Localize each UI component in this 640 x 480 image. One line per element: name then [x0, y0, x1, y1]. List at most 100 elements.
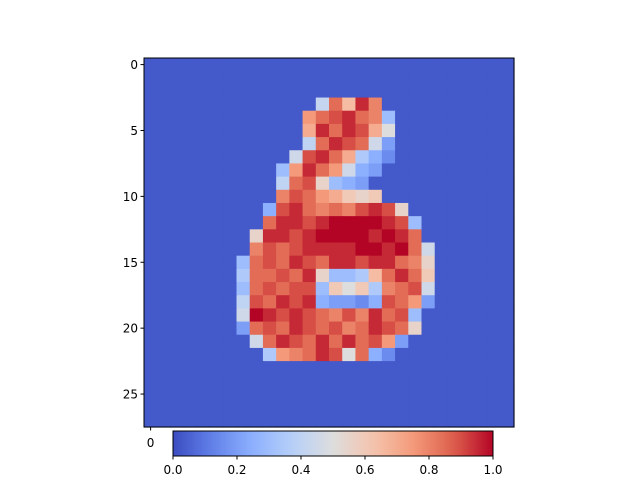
- heatmap-cell: [249, 137, 264, 151]
- heatmap-cell: [434, 387, 449, 402]
- heatmap-cell: [395, 176, 409, 191]
- heatmap-cell: [144, 58, 158, 72]
- heatmap-cell: [500, 58, 515, 72]
- heatmap-cell: [249, 163, 264, 178]
- heatmap-cell: [342, 321, 357, 336]
- heatmap-cell: [368, 58, 383, 72]
- heatmap-cell: [183, 255, 198, 270]
- heatmap-cell: [170, 97, 185, 112]
- heatmap-cell: [487, 374, 502, 389]
- heatmap-cell: [447, 216, 462, 230]
- heatmap-cell: [223, 163, 238, 178]
- heatmap-cell: [408, 58, 423, 72]
- heatmap-cell: [262, 255, 277, 270]
- heatmap-cell: [210, 361, 224, 375]
- heatmap-cell: [381, 282, 396, 296]
- heatmap-cell: [223, 97, 238, 112]
- heatmap-cell: [262, 176, 277, 191]
- heatmap-cell: [461, 229, 475, 244]
- heatmap-cell: [421, 255, 436, 270]
- heatmap-cell: [302, 150, 317, 165]
- heatmap-cell: [144, 176, 158, 191]
- heatmap-cell: [315, 163, 330, 178]
- heatmap-cell: [434, 334, 449, 349]
- heatmap-cell: [183, 189, 198, 204]
- heatmap-cell: [236, 176, 251, 191]
- heatmap-cell: [381, 242, 396, 257]
- heatmap-cell: [434, 216, 449, 230]
- heatmap-cell: [395, 282, 409, 296]
- heatmap-cell: [368, 361, 383, 375]
- heatmap-cell: [183, 361, 198, 375]
- heatmap-cell: [355, 282, 370, 296]
- heatmap-cell: [302, 58, 317, 72]
- heatmap-cell: [223, 413, 238, 428]
- heatmap-cell: [421, 387, 436, 402]
- heatmap-cell: [461, 216, 475, 230]
- heatmap-cell: [329, 71, 343, 85]
- heatmap-cell: [447, 84, 462, 99]
- heatmap-cell: [329, 321, 343, 336]
- heatmap-cell: [342, 123, 357, 138]
- heatmap-cell: [434, 110, 449, 125]
- heatmap-cell: [355, 321, 370, 336]
- heatmap-cell: [329, 202, 343, 217]
- heatmap-cell: [474, 347, 489, 362]
- heatmap-cell: [421, 295, 436, 309]
- heatmap-cell: [289, 413, 304, 428]
- heatmap-cell: [223, 202, 238, 217]
- heatmap-cell: [276, 229, 290, 244]
- heatmap-cell: [408, 413, 423, 428]
- heatmap-cell: [157, 58, 172, 72]
- heatmap-cell: [289, 308, 304, 323]
- heatmap-cell: [223, 71, 238, 85]
- heatmap-cell: [236, 71, 251, 85]
- heatmap-cell: [408, 321, 423, 336]
- heatmap-cell: [355, 110, 370, 125]
- heatmap-cell: [355, 387, 370, 402]
- heatmap-cell: [461, 361, 475, 375]
- heatmap-cell: [183, 216, 198, 230]
- heatmap-cell: [249, 268, 264, 283]
- heatmap-cell: [487, 58, 502, 72]
- heatmap-cell: [289, 123, 304, 138]
- heatmap-cell: [236, 97, 251, 112]
- heatmap-cell: [421, 150, 436, 165]
- heatmap-cell: [381, 202, 396, 217]
- heatmap-cell: [249, 334, 264, 349]
- heatmap-cell: [447, 255, 462, 270]
- heatmap-cell: [236, 202, 251, 217]
- heatmap-cell: [289, 361, 304, 375]
- heatmap-cell: [157, 229, 172, 244]
- heatmap-cell: [408, 97, 423, 112]
- heatmap-cell: [223, 58, 238, 72]
- colorbar-tick-label: 0.8: [419, 463, 438, 477]
- heatmap-cell: [408, 400, 423, 415]
- heatmap-cell: [276, 347, 290, 362]
- heatmap-cell: [144, 202, 158, 217]
- heatmap-cell: [262, 58, 277, 72]
- heatmap-cell: [249, 97, 264, 112]
- heatmap-cell: [315, 58, 330, 72]
- heatmap-cell: [355, 400, 370, 415]
- heatmap-cell: [461, 374, 475, 389]
- heatmap-cell: [157, 295, 172, 309]
- heatmap-cell: [395, 84, 409, 99]
- heatmap-cell: [210, 189, 224, 204]
- heatmap-cell: [183, 163, 198, 178]
- heatmap-cell: [276, 387, 290, 402]
- heatmap-cell: [144, 229, 158, 244]
- heatmap-cell: [342, 361, 357, 375]
- heatmap-cell: [210, 58, 224, 72]
- heatmap-cell: [170, 413, 185, 428]
- heatmap-cell: [236, 229, 251, 244]
- heatmap-cell: [487, 295, 502, 309]
- heatmap-cell: [183, 387, 198, 402]
- heatmap-cell: [196, 110, 211, 125]
- heatmap-cell: [210, 308, 224, 323]
- heatmap-cell: [249, 255, 264, 270]
- heatmap-cell: [342, 282, 357, 296]
- heatmap-cell: [302, 110, 317, 125]
- heatmap-cell: [447, 413, 462, 428]
- heatmap-cell: [329, 242, 343, 257]
